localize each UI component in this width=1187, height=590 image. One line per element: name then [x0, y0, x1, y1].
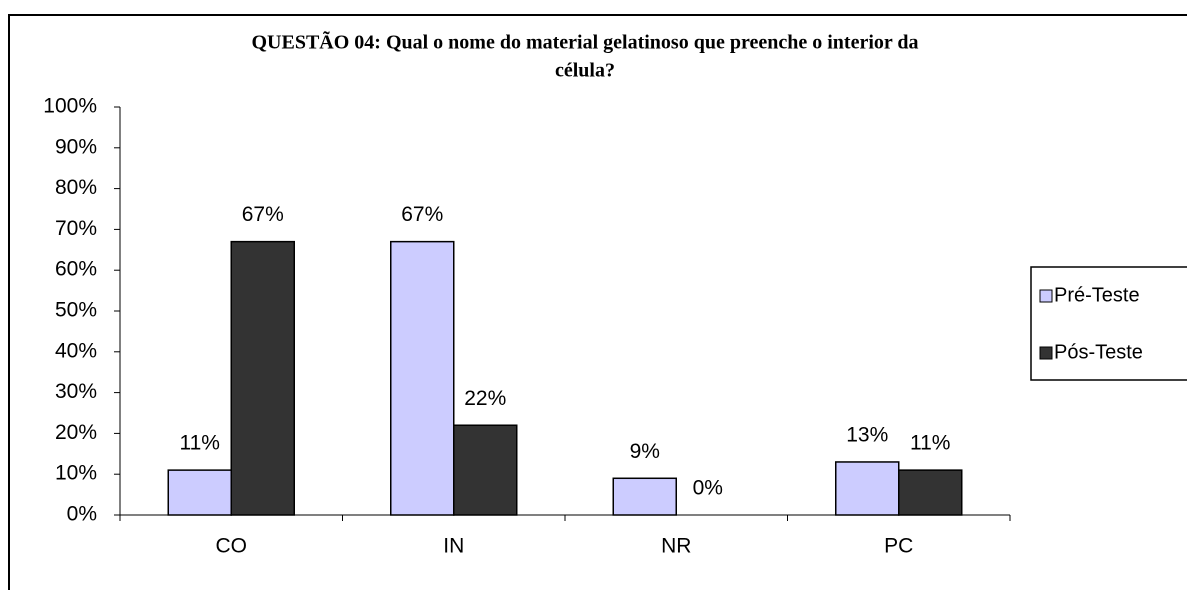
- value-label: 9%: [630, 440, 660, 463]
- y-tick-label: 10%: [55, 462, 97, 485]
- legend-label: Pós-Teste: [1054, 341, 1143, 363]
- value-label: 11%: [180, 432, 220, 455]
- y-tick-label: 90%: [55, 135, 97, 158]
- chart-border: [8, 14, 1187, 590]
- y-tick-label: 20%: [55, 421, 97, 444]
- bar: [898, 469, 963, 516]
- x-tick-label: PC: [884, 535, 913, 558]
- legend-swatch: [1039, 346, 1053, 360]
- value-label: 67%: [242, 203, 284, 226]
- legend-swatch: [1039, 289, 1053, 303]
- bar: [230, 240, 295, 516]
- chart-title: QUESTÃO 04: Qual o nome do material gela…: [251, 31, 918, 54]
- x-tick-label: NR: [661, 535, 691, 558]
- y-tick-label: 30%: [55, 380, 97, 403]
- bar: [390, 240, 455, 516]
- bar: [453, 424, 518, 516]
- value-label: 0%: [693, 477, 723, 500]
- bar: [612, 477, 677, 516]
- bar: [167, 469, 232, 516]
- y-tick-label: 40%: [55, 339, 97, 362]
- y-tick-label: 100%: [43, 95, 97, 118]
- y-tick-label: 0%: [67, 503, 97, 526]
- y-tick-label: 60%: [55, 258, 97, 281]
- y-tick-label: 70%: [55, 217, 97, 240]
- value-label: 22%: [464, 387, 506, 410]
- value-label: 67%: [401, 203, 443, 226]
- value-label: 13%: [846, 424, 888, 447]
- y-tick-label: 50%: [55, 299, 97, 322]
- y-tick-label: 80%: [55, 176, 97, 199]
- x-tick-label: CO: [216, 535, 248, 558]
- bar: [835, 461, 900, 516]
- legend-label: Pré-Teste: [1054, 284, 1140, 306]
- x-tick-label: IN: [443, 535, 464, 558]
- chart-title: célula?: [555, 60, 615, 82]
- legend-box: [1030, 266, 1187, 381]
- value-label: 11%: [910, 432, 950, 455]
